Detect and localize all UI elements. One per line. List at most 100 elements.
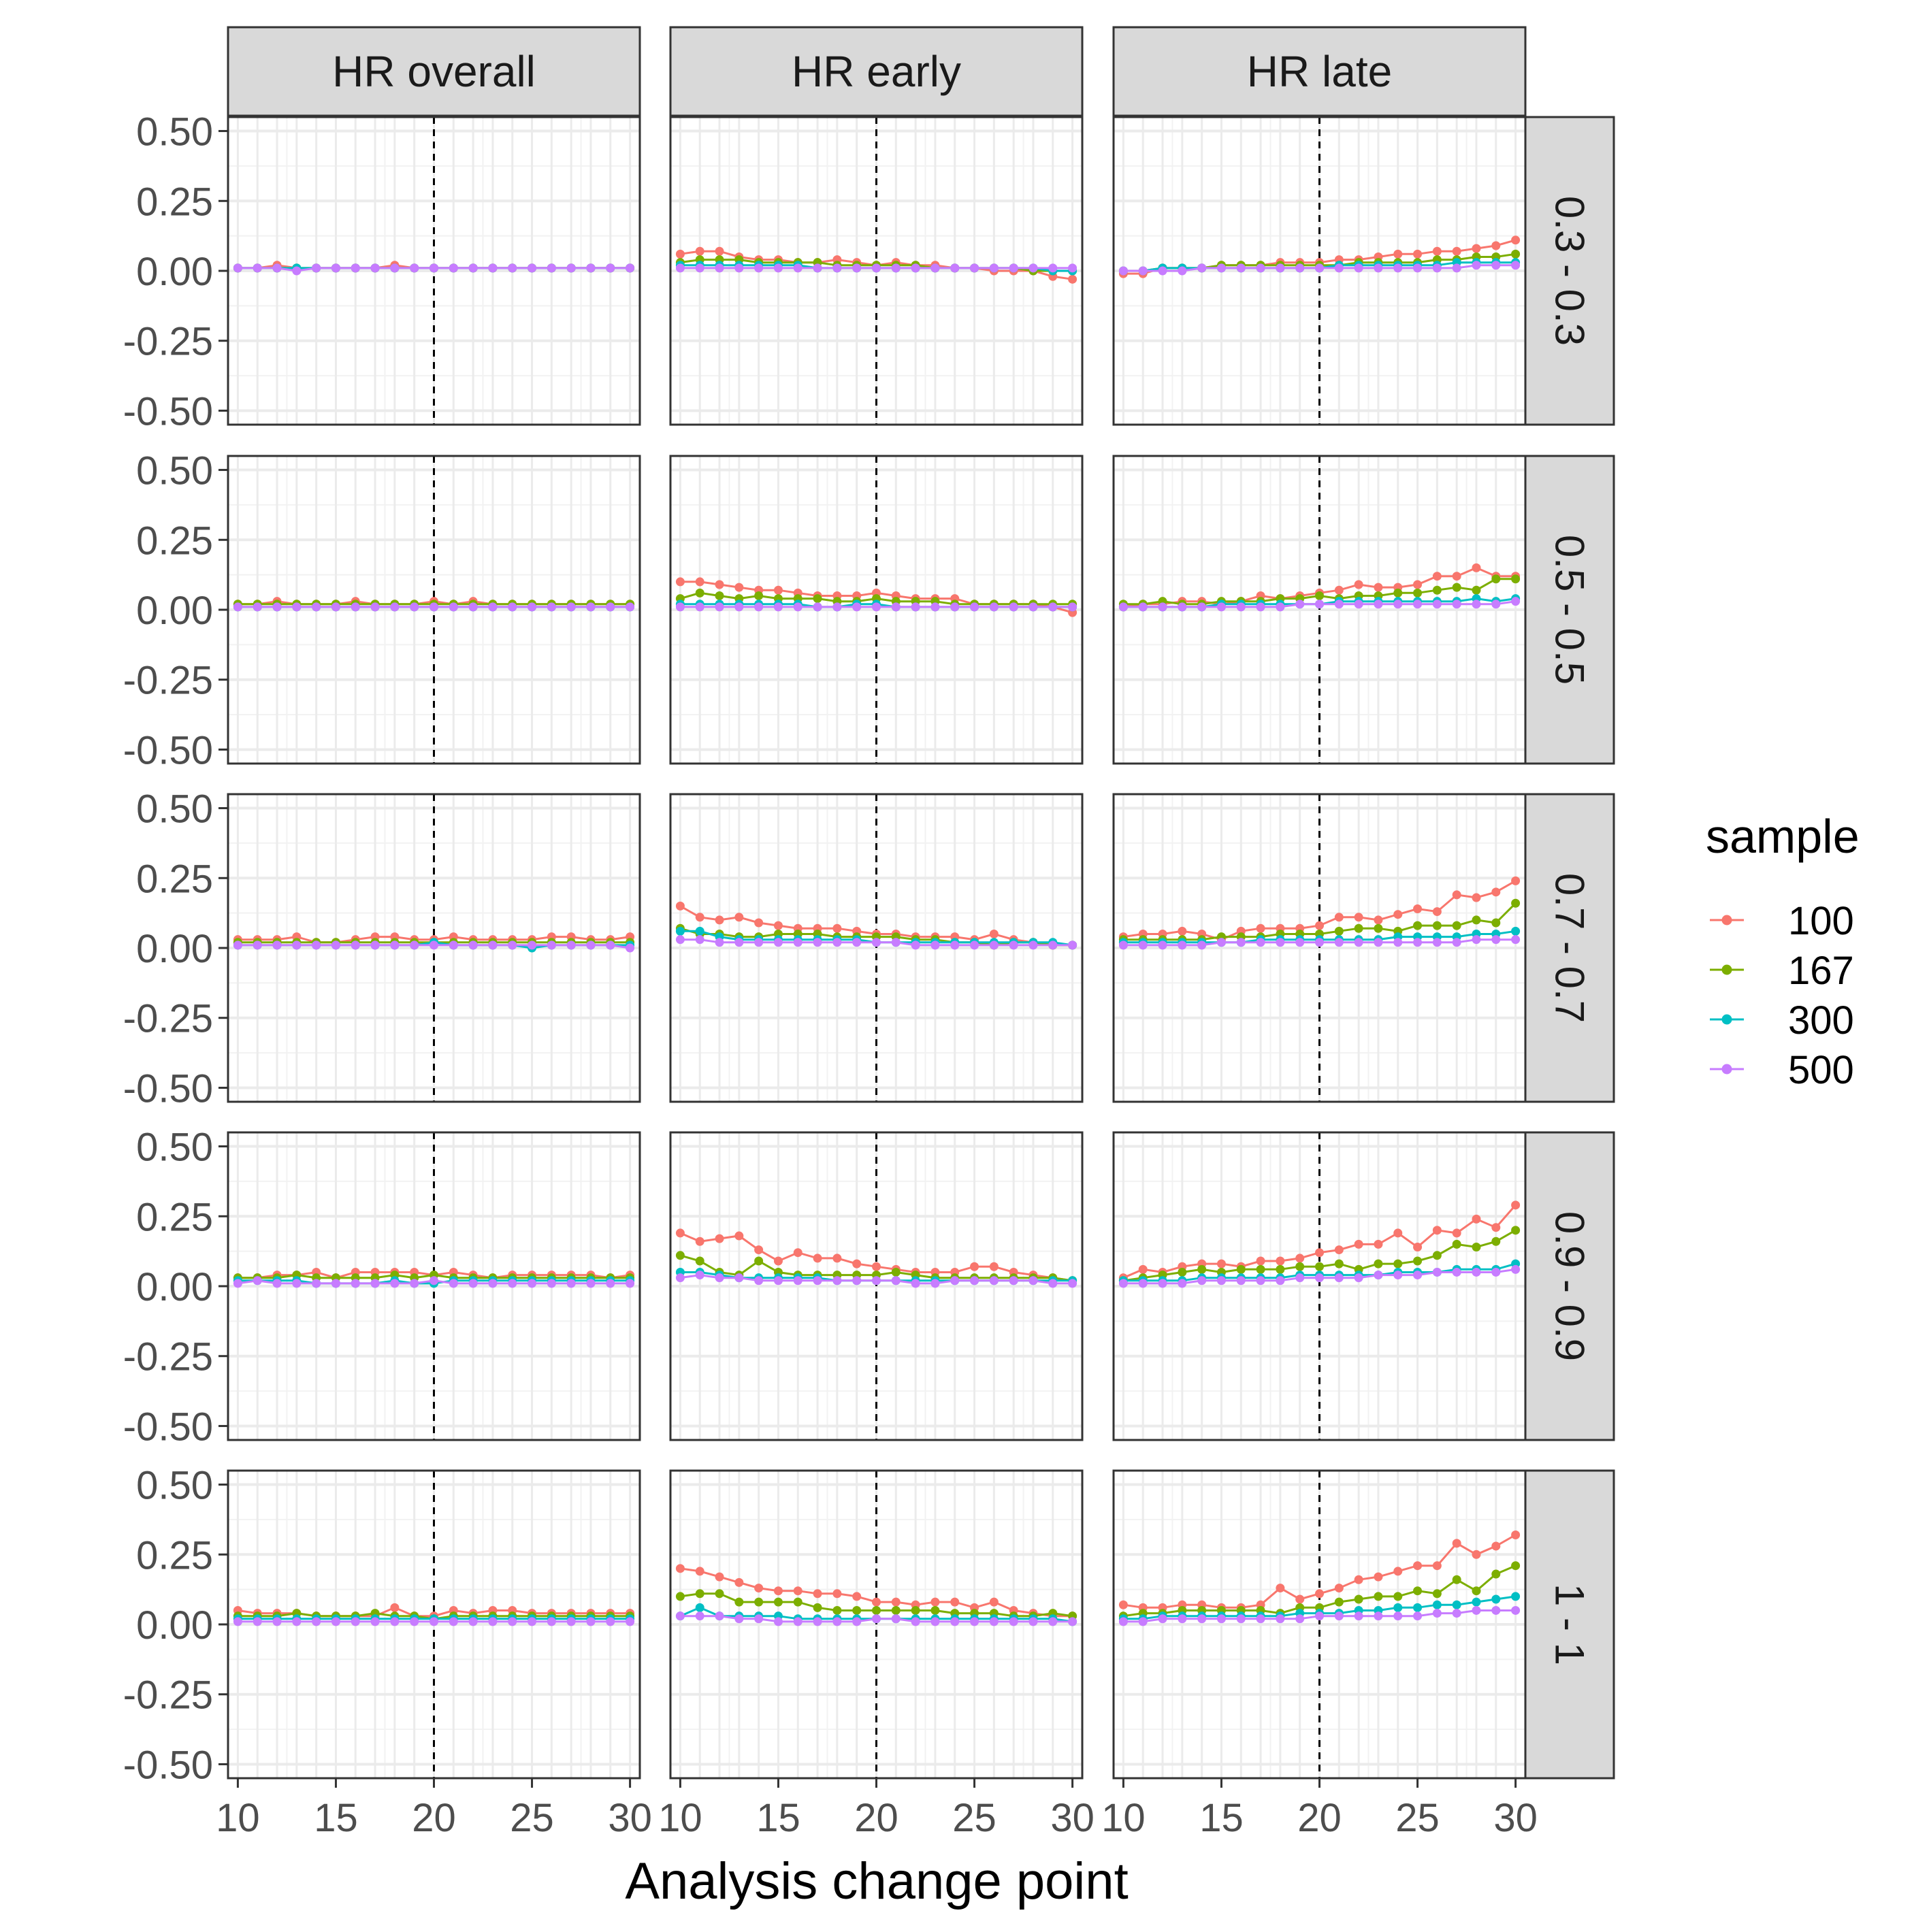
data-point: [1432, 1609, 1442, 1618]
data-point: [675, 602, 685, 612]
legend-key-point: [1721, 964, 1732, 975]
x-tick-label: 20: [1297, 1796, 1342, 1840]
data-point: [1295, 1254, 1305, 1263]
data-point: [930, 940, 940, 950]
data-point: [1216, 602, 1226, 612]
row-strip-label: 0.3 - 0.3: [1547, 196, 1593, 346]
data-point: [1491, 241, 1501, 250]
data-point: [1256, 1614, 1265, 1624]
data-point: [1118, 1617, 1128, 1626]
data-point: [852, 1605, 862, 1615]
data-point: [1158, 602, 1167, 612]
data-point: [312, 1617, 321, 1626]
data-point: [1413, 588, 1423, 597]
data-point: [351, 263, 360, 273]
row-strip-box: [1524, 1469, 1615, 1780]
data-point: [715, 602, 724, 612]
data-point: [1511, 261, 1521, 270]
data-point: [695, 246, 704, 256]
data-point: [1374, 923, 1383, 933]
y-tick-label: 0.50: [136, 1126, 213, 1170]
panel-border: [669, 1131, 1084, 1441]
data-point: [1393, 1271, 1403, 1280]
data-point: [1068, 1617, 1077, 1626]
legend-entry-100: 100: [1710, 899, 1854, 943]
row-strip-label: 0.7 - 0.7: [1547, 873, 1593, 1023]
data-point: [1048, 940, 1058, 950]
data-point: [1374, 938, 1383, 947]
data-point: [1334, 1584, 1344, 1593]
data-point: [626, 943, 635, 953]
data-point: [606, 940, 615, 950]
y-tick-label: 0.25: [136, 180, 213, 224]
data-point: [1452, 263, 1461, 273]
legend-label: 100: [1788, 899, 1854, 943]
data-point: [1491, 1594, 1501, 1604]
panel-0-5-0-5-hr-late: [1112, 455, 1527, 765]
legend-entry-500: 500: [1710, 1048, 1854, 1092]
data-point: [1028, 940, 1038, 950]
data-point: [773, 921, 783, 930]
data-point: [852, 1276, 862, 1286]
data-point: [253, 1617, 262, 1626]
data-point: [1452, 1228, 1461, 1238]
data-point: [1315, 1589, 1324, 1599]
data-point: [1354, 1575, 1363, 1584]
data-point: [1413, 1603, 1423, 1612]
data-point: [488, 940, 498, 950]
data-point: [1432, 1226, 1442, 1235]
data-point: [695, 1271, 704, 1280]
data-point: [1393, 1567, 1403, 1576]
data-point: [695, 602, 704, 612]
data-point: [1178, 602, 1187, 612]
data-point: [331, 940, 340, 950]
data-point: [390, 1279, 400, 1288]
legend-label: 500: [1788, 1048, 1854, 1092]
data-point: [1393, 249, 1403, 259]
data-point: [715, 1572, 724, 1582]
data-point: [695, 913, 704, 922]
data-point: [1236, 1614, 1246, 1624]
data-point: [1236, 938, 1246, 947]
data-point: [930, 602, 940, 612]
data-point: [253, 602, 262, 612]
data-point: [1432, 263, 1442, 273]
x-tick-label: 25: [952, 1796, 996, 1840]
panel-0-9-0-9-hr-late: [1112, 1131, 1527, 1441]
data-point: [989, 1262, 999, 1271]
data-point: [1068, 602, 1077, 612]
data-point: [1118, 940, 1128, 950]
data-point: [1158, 940, 1167, 950]
data-point: [1068, 263, 1077, 273]
data-point: [429, 1617, 438, 1626]
data-point: [1197, 602, 1207, 612]
data-point: [449, 602, 458, 612]
data-point: [1315, 1248, 1324, 1258]
data-point: [1511, 597, 1521, 606]
data-point: [989, 929, 999, 938]
data-point: [734, 1577, 744, 1587]
row-strip-label: 1 - 1: [1547, 1584, 1593, 1665]
data-point: [1511, 1592, 1521, 1601]
data-point: [1178, 940, 1187, 950]
data-point: [872, 1597, 881, 1607]
data-point: [1256, 1264, 1265, 1274]
data-point: [449, 940, 458, 950]
data-point: [1452, 921, 1461, 930]
panel-0-7-0-7-hr-early: [669, 793, 1084, 1103]
x-tick-label: 25: [510, 1796, 554, 1840]
data-point: [1315, 1611, 1324, 1621]
data-point: [1413, 263, 1423, 273]
data-point: [754, 1597, 764, 1607]
data-point: [911, 1279, 920, 1288]
data-point: [1256, 938, 1265, 947]
data-point: [488, 263, 498, 273]
data-point: [1236, 1264, 1246, 1274]
panel-1-1-hr-late: [1112, 1469, 1527, 1780]
data-point: [1315, 1262, 1324, 1271]
panel-0-7-0-7-hr-late: [1112, 793, 1527, 1103]
data-point: [626, 1279, 635, 1288]
data-point: [1276, 1256, 1285, 1266]
data-point: [754, 1276, 764, 1286]
data-point: [911, 263, 920, 273]
